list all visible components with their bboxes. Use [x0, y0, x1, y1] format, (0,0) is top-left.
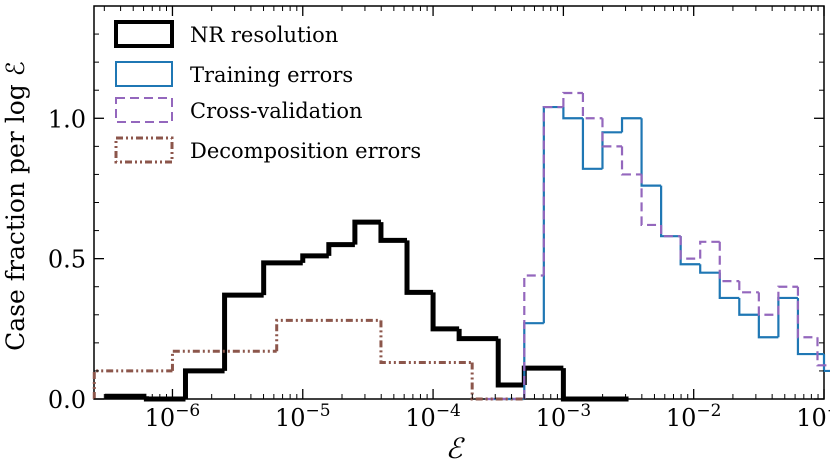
x-tick-label: 10−6 [145, 401, 201, 432]
bin-training-errors-16 [822, 354, 830, 373]
legend-swatch-training-errors [115, 61, 173, 87]
bin-nr-resolution-8 [378, 222, 408, 243]
bin-cross-validation-7 [640, 174, 662, 227]
bin-cross-validation-4 [581, 93, 603, 120]
legend-label-decomposition-errors: Decomposition errors [190, 139, 421, 163]
bin-cross-validation-15 [796, 286, 818, 339]
x-tick-base: 10 [145, 404, 176, 432]
x-tick-base: 10 [536, 404, 567, 432]
bin-nr-resolution-12 [495, 338, 525, 388]
x-axis-label: ℰ [446, 432, 466, 465]
legend-swatch-nr-resolution [114, 20, 174, 48]
bin-nr-resolution-11 [456, 328, 499, 342]
bin-training-errors-2 [542, 105, 564, 324]
legend-entry-cross-validation: Cross-validation [115, 97, 363, 123]
y-tick-label: 0.5 [48, 246, 86, 274]
x-tick-exponent: −5 [306, 401, 331, 421]
legend-label-training-errors: Training errors [190, 63, 353, 87]
bin-nr-resolution-2 [182, 368, 225, 399]
bin-nr-resolution-10 [430, 292, 460, 332]
bin-cross-validation-3 [562, 91, 583, 108]
series-cross-validation [485, 91, 830, 401]
x-tick-label: 10−5 [275, 401, 331, 432]
bin-training-errors-15 [796, 297, 824, 356]
bin-training-errors-14 [777, 296, 798, 338]
legend-entry-nr-resolution: NR resolution [114, 20, 338, 48]
series-training-errors [491, 105, 830, 401]
bin-cross-validation-14 [777, 285, 798, 315]
bin-cross-validation-11 [718, 241, 740, 283]
bin-cross-validation-16 [816, 337, 830, 367]
bin-decomposition-errors-0 [92, 369, 173, 399]
x-tick-base: 10 [275, 404, 306, 432]
bin-nr-resolution-14 [560, 368, 629, 402]
bin-cross-validation-5 [601, 118, 623, 148]
bin-training-errors-10 [699, 264, 720, 274]
legend-entry-training-errors: Training errors [115, 61, 353, 87]
bin-decomposition-errors-1 [170, 349, 277, 371]
bin-training-errors-6 [620, 117, 642, 133]
x-tick-exponent: −3 [566, 401, 591, 421]
bin-nr-resolution-7 [352, 219, 381, 245]
x-tick-base: 10 [666, 404, 697, 432]
x-tick-exponent: −4 [436, 401, 461, 421]
x-tick-base: 10 [796, 404, 827, 432]
x-tick-label: 10−1 [796, 401, 830, 432]
tick-layer: 10−610−510−410−310−210−10.00.51.0 [48, 5, 830, 432]
bin-nr-resolution-6 [326, 242, 355, 256]
bin-training-errors-7 [640, 118, 662, 187]
bin-nr-resolution-5 [300, 253, 329, 263]
series-layer [92, 91, 830, 402]
x-tick-label: 10−2 [666, 401, 722, 432]
bin-cross-validation-8 [660, 224, 681, 238]
legend-swatch-decomposition-errors [114, 136, 174, 164]
bin-nr-resolution-0 [104, 393, 147, 399]
bin-training-errors-9 [679, 236, 701, 266]
bin-training-errors-3 [562, 107, 583, 120]
y-tick-label: 0.0 [48, 386, 86, 414]
bin-cross-validation-1 [523, 274, 544, 399]
bin-training-errors-1 [523, 322, 544, 399]
bin-cross-validation-12 [738, 281, 759, 294]
legend-label-cross-validation: Cross-validation [190, 99, 363, 123]
bin-cross-validation-10 [699, 240, 720, 259]
bin-decomposition-errors-3 [379, 320, 473, 365]
x-tick-base: 10 [405, 404, 436, 432]
bin-nr-resolution-3 [222, 292, 264, 371]
bin-nr-resolution-9 [404, 240, 434, 295]
bin-cross-validation-6 [620, 146, 642, 176]
x-tick-exponent: −2 [696, 401, 721, 421]
bin-training-errors-8 [660, 185, 681, 238]
bin-training-errors-12 [738, 297, 759, 316]
bin-training-errors-13 [757, 314, 779, 339]
bin-training-errors-4 [581, 118, 603, 170]
y-tick-label: 1.0 [48, 105, 86, 133]
bin-nr-resolution-4 [261, 260, 303, 296]
series-nr-resolution [104, 219, 629, 402]
bin-training-errors-11 [718, 272, 740, 300]
legend-entry-decomposition-errors: Decomposition errors [114, 136, 421, 164]
x-tick-label: 10−3 [536, 401, 592, 432]
legend-swatch-cross-validation [115, 97, 173, 123]
legend-label-nr-resolution: NR resolution [190, 23, 338, 47]
bin-training-errors-5 [601, 131, 623, 169]
x-tick-label: 10−4 [405, 401, 461, 432]
bin-cross-validation-13 [757, 292, 779, 316]
bin-nr-resolution-13 [521, 365, 564, 385]
x-tick-exponent: −1 [827, 401, 830, 421]
y-axis-label: Case fraction per log ℰ [1, 61, 30, 351]
bin-cross-validation-9 [679, 236, 701, 260]
bin-decomposition-errors-2 [275, 318, 381, 352]
legend: NR resolution Training errors Cross-vali… [114, 20, 421, 164]
bin-cross-validation-2 [542, 105, 564, 276]
x-tick-exponent: −6 [175, 401, 200, 421]
